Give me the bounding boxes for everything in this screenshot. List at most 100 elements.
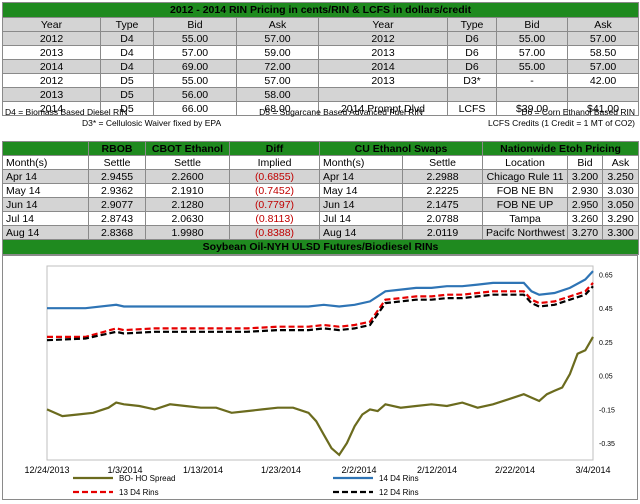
market-table: RBOB CBOT Ethanol Diff CU Ethanol Swaps …	[1, 141, 640, 255]
market-cell: FOB NE UP	[482, 197, 569, 212]
market-body: Apr 14 2.9455 2.2600 (0.6855) Apr 14 2.2988 Ch…	[2, 169, 640, 240]
x-tick-label: 1/13/2014	[183, 465, 223, 475]
series-line-1	[47, 270, 594, 310]
rin-cell: D4	[100, 45, 154, 60]
rin-cell: 55.00	[153, 31, 237, 46]
x-tick-label: 1/3/2014	[107, 465, 142, 475]
rin-col-header: Bid	[496, 17, 568, 32]
rin-cell: D6	[447, 45, 497, 60]
market-cell: Jul 14	[2, 211, 89, 226]
rin-cell: 2014	[318, 59, 448, 74]
x-tick-label: 12/24/2013	[24, 465, 69, 475]
rin-body: 2012 D4 55.00 57.00 2012 D6 55.00 57.00 2013 D4 57…	[2, 31, 640, 116]
rin-cell: 68.00	[236, 101, 319, 116]
rin-cell: 57.00	[566, 31, 640, 46]
rin-row: 2013 D4 57.00 59.00 2013 D6 57.00 58.50	[2, 45, 640, 60]
y-tick-label: 0.65	[599, 272, 613, 279]
rin-cell: -	[496, 73, 568, 88]
note-lcfs: LCFS Credits (1 Credit = 1 MT of CO2)	[488, 118, 635, 128]
rin-row: 2013 D5 56.00 58.00	[2, 87, 640, 102]
legend-label: 14 D4 Rins	[379, 474, 419, 483]
market-cell: 2.950	[567, 197, 604, 212]
rin-row: 2014 D4 69.00 72.00 2014 D6 55.00 57.00	[2, 59, 640, 74]
market-cell: 3.260	[567, 211, 604, 226]
market-cell: 3.250	[602, 169, 640, 184]
market-cell: 3.050	[602, 197, 640, 212]
rin-cell: $41.00	[566, 101, 640, 116]
rin-row: 2014 D5 66.00 68.00 2014 Prompt Dlvd LCFS $39.…	[2, 101, 640, 116]
chart-title: Soybean Oil-NYH ULSD Futures/Biodiesel R…	[1, 239, 640, 255]
rin-cell	[318, 87, 448, 102]
rin-col-header: Ask	[236, 17, 319, 32]
legend-label: 13 D4 Rins	[119, 488, 159, 497]
rin-cell: 72.00	[236, 59, 319, 74]
market-cell: 1.9980	[145, 225, 230, 240]
rin-cell: 2013	[2, 87, 101, 102]
market-cell: Jul 14	[319, 211, 403, 226]
market-cell: 2.2988	[401, 169, 484, 184]
y-tick-label: -0.15	[599, 407, 615, 414]
market-cell: Apr 14	[2, 169, 89, 184]
market-cell: Pacifc Northwest	[482, 225, 569, 240]
rin-cell: D4	[100, 59, 154, 74]
market-cell: 3.270	[567, 225, 604, 240]
market-cell: 2.9455	[88, 169, 146, 184]
market-cell: May 14	[319, 183, 403, 198]
market-cell: Tampa	[482, 211, 569, 226]
market-sub-header: Settle	[401, 155, 484, 170]
rin-cell: 58.00	[236, 87, 319, 102]
rin-col-header: Type	[100, 17, 154, 32]
rin-cell: 55.00	[496, 59, 568, 74]
rin-cell: 2014 Prompt Dlvd	[318, 101, 448, 116]
rin-cell	[496, 87, 568, 102]
cu-header: CU Ethanol Swaps	[318, 141, 484, 156]
series-line-3	[46, 285, 594, 342]
rin-cell: 57.00	[153, 45, 237, 60]
rins-spread-chart: 0.65 0.45 0.25 0.05 -0.15 -0.35 12/24/2013 1/3/…	[2, 255, 638, 500]
rin-cell: 58.50	[566, 45, 640, 60]
note-d3: D3* = Cellulosic Waiver fixed by EPA	[82, 118, 222, 128]
rin-cell: 57.00	[236, 73, 319, 88]
market-cell: 2.2600	[145, 169, 230, 184]
market-cell: (0.8388)	[229, 225, 320, 240]
market-cell: 2.0630	[145, 211, 230, 226]
y-tick-label: 0.05	[599, 374, 613, 381]
rin-cell: D5	[100, 87, 154, 102]
notes-table: D4 = Biomass Based Diesel RIN D5 = Sugar…	[2, 107, 638, 129]
rin-cell: 2014	[2, 59, 101, 74]
rin-cell: D6	[447, 31, 497, 46]
market-row: May 14 2.9362 2.1910 (0.7452) May 14 2.2225 FO…	[2, 183, 640, 198]
chart-svg: 0.65 0.45 0.25 0.05 -0.15 -0.35 12/24/2013 1/3/…	[24, 265, 615, 497]
rin-cell: 57.00	[566, 59, 640, 74]
market-row: Jun 14 2.9077 2.1280 (0.7797) Jun 14 2.1475 FO…	[2, 197, 640, 212]
rin-cell: 69.00	[153, 59, 237, 74]
series-line-0	[46, 336, 594, 457]
rin-cell: 2013	[2, 45, 101, 60]
note-d6: D6 = Corn Ethanol Based RIN	[521, 107, 635, 117]
market-cell: Jun 14	[2, 197, 89, 212]
market-row: Aug 14 2.8368 1.9980 (0.8388) Aug 14 2.0119 Pa…	[2, 225, 640, 240]
rin-row: 2012 D5 55.00 57.00 2013 D3* -42.00	[2, 73, 640, 88]
rin-cell: D6	[447, 59, 497, 74]
market-cell: (0.7797)	[229, 197, 320, 212]
rin-cell: D3*	[447, 73, 497, 88]
x-tick-label: 3/4/2014	[575, 465, 610, 475]
rin-cell: 57.00	[496, 45, 568, 60]
rin-cell: 57.00	[236, 31, 319, 46]
rin-col-header: Ask	[566, 17, 640, 32]
rin-col-header: Bid	[153, 17, 237, 32]
market-cell: 3.300	[602, 225, 640, 240]
market-cell: 2.1910	[145, 183, 230, 198]
x-tick-label: 2/22/2014	[495, 465, 535, 475]
rin-cell: 2013	[318, 73, 448, 88]
market-cell: Aug 14	[2, 225, 89, 240]
market-cell: (0.6855)	[229, 169, 320, 184]
rin-cell: D5	[100, 73, 154, 88]
y-tick-label: 0.45	[599, 306, 613, 313]
market-row: Jul 14 2.8743 2.0630 (0.8113) Jul 14 2.0788 Ta…	[2, 211, 640, 226]
rin-cell: 55.00	[153, 73, 237, 88]
note-d5: D5 = Sugarcane Based Advanced Fuel RIN	[259, 107, 423, 117]
y-tick-label: 0.25	[599, 340, 613, 347]
rin-pricing-table: 2012 - 2014 RIN Pricing in cents/RIN & L…	[1, 2, 640, 116]
rin-cell: 2012	[2, 31, 101, 46]
